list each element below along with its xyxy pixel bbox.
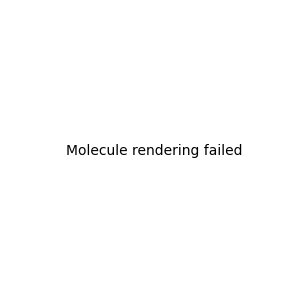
Text: Molecule rendering failed: Molecule rendering failed — [65, 145, 242, 158]
